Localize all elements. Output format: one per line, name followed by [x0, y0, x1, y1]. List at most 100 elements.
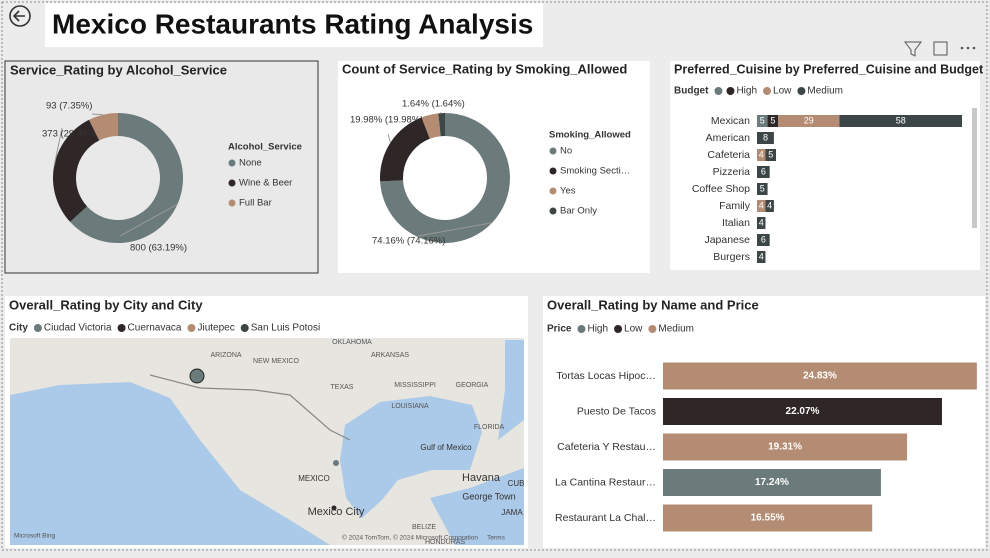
legend-marker — [229, 200, 236, 207]
legend-label: No — [560, 146, 572, 157]
legend-marker — [550, 148, 557, 155]
legend-label: Medium — [807, 86, 843, 97]
legend-label: High — [736, 86, 757, 97]
data-label: 22.07% — [786, 406, 820, 417]
data-label: 19.98% (19.98%) — [350, 115, 423, 126]
y-tick-label: Japanese — [704, 234, 750, 246]
panel-title: Overall_Rating by City and City — [9, 297, 203, 312]
dashboard-title: Mexico Restaurants Rating Analysis — [52, 8, 533, 39]
map-label: ARIZONA — [210, 352, 241, 359]
map-label: NEW MEXICO — [253, 358, 299, 365]
y-tick-label: La Cantina Restaur… — [555, 476, 656, 488]
legend-title: Price — [547, 324, 572, 335]
legend-marker — [614, 325, 622, 333]
legend-marker — [229, 180, 236, 187]
map-attribution: © 2024 TomTom, © 2024 Microsoft Corporat… — [342, 534, 478, 542]
data-label: 5 — [770, 115, 775, 125]
legend-marker — [187, 324, 195, 332]
data-label: 4 — [759, 217, 764, 227]
legend-title: City — [9, 323, 28, 334]
data-label: 373 (29.46%) — [42, 129, 99, 140]
panel-title: Preferred_Cuisine by Preferred_Cuisine a… — [674, 62, 984, 76]
map-label: OKLAHOMA — [332, 339, 372, 346]
legend-label: Jiutepec — [197, 323, 234, 334]
map-label: MEXICO — [298, 474, 330, 483]
legend-marker — [550, 188, 557, 195]
y-tick-label: Burgers — [713, 251, 750, 263]
map-label: George Town — [462, 491, 515, 501]
map-label: GEORGIA — [456, 382, 489, 389]
y-tick-label: Pizzeria — [713, 166, 751, 178]
legend-marker — [34, 324, 42, 332]
y-tick-label: Cafeteria Y Restau… — [557, 441, 656, 453]
legend-label: Ciudad Victoria — [44, 323, 112, 334]
legend-label: None — [239, 158, 262, 169]
legend-marker — [241, 324, 249, 332]
legend-marker — [550, 168, 557, 175]
legend-marker — [550, 208, 557, 215]
legend-label: San Luis Potosi — [251, 323, 321, 334]
legend-label: Bar Only — [560, 206, 597, 217]
map-attribution: Microsoft Bing — [14, 533, 56, 540]
legend-marker — [229, 160, 236, 167]
legend-label: Cuernavaca — [128, 323, 182, 334]
data-label: 1.64% (1.64%) — [402, 99, 465, 110]
data-label: 8 — [763, 132, 768, 142]
data-label: 4 — [767, 200, 772, 210]
map-label: TEXAS — [331, 384, 354, 391]
y-tick-label: Restaurant La Chal… — [555, 512, 656, 524]
legend-label: Smoking Secti… — [560, 166, 630, 177]
y-tick-label: Mexican — [711, 115, 750, 127]
data-label: 5 — [768, 149, 773, 159]
data-label: 17.24% — [755, 477, 789, 488]
data-label: 58 — [896, 115, 906, 125]
legend-label: Medium — [658, 324, 694, 335]
legend-label: Yes — [560, 186, 576, 197]
y-tick-label: American — [706, 132, 751, 144]
map-label: JAMA — [501, 508, 523, 517]
data-label: 5 — [760, 115, 765, 125]
legend-marker — [648, 325, 656, 333]
data-label: 93 (7.35%) — [46, 101, 92, 112]
legend-label: Wine & Beer — [239, 178, 292, 189]
map-label: Mexico City — [308, 506, 365, 518]
legend-title: Smoking_Allowed — [549, 130, 631, 141]
data-label: 4 — [759, 251, 764, 261]
panel-title: Overall_Rating by Name and Price — [547, 297, 759, 312]
map-label: FLORIDA — [474, 424, 505, 431]
map-label: ARKANSAS — [371, 352, 409, 359]
legend-marker — [797, 87, 805, 95]
map-label: CUB — [508, 479, 525, 488]
map-label: Gulf of Mexico — [420, 443, 472, 452]
more-icon[interactable] — [961, 47, 976, 50]
map-label: BELIZE — [412, 524, 436, 531]
y-tick-label: Family — [719, 200, 751, 212]
legend-marker — [763, 87, 771, 95]
data-label: 24.83% — [803, 371, 837, 382]
map-attribution: Terms — [487, 535, 505, 542]
map-label: LOUISIANA — [391, 403, 429, 410]
data-label: 4 — [759, 149, 764, 159]
data-label: 6 — [761, 234, 766, 244]
data-label: 16.55% — [751, 513, 785, 524]
data-label: 5 — [760, 183, 765, 193]
panel-title: Service_Rating by Alcohol_Service — [10, 62, 227, 77]
legend-label: Low — [773, 86, 792, 97]
y-tick-label: Tortas Locas Hipoc… — [556, 370, 656, 382]
data-label: 4 — [759, 200, 764, 210]
data-label: 74.16% (74.16%) — [372, 236, 445, 247]
legend-marker — [577, 325, 585, 333]
legend-label: High — [587, 324, 608, 335]
data-label: 800 (63.19%) — [130, 243, 187, 254]
legend-marker — [714, 87, 722, 95]
scrollbar[interactable] — [972, 108, 977, 228]
y-tick-label: Coffee Shop — [692, 183, 750, 195]
y-tick-label: Italian — [722, 217, 750, 229]
map-label: Havana — [462, 472, 501, 484]
legend-label: Low — [624, 324, 643, 335]
data-label: 19.31% — [768, 442, 802, 453]
legend-label: Full Bar — [239, 198, 272, 209]
